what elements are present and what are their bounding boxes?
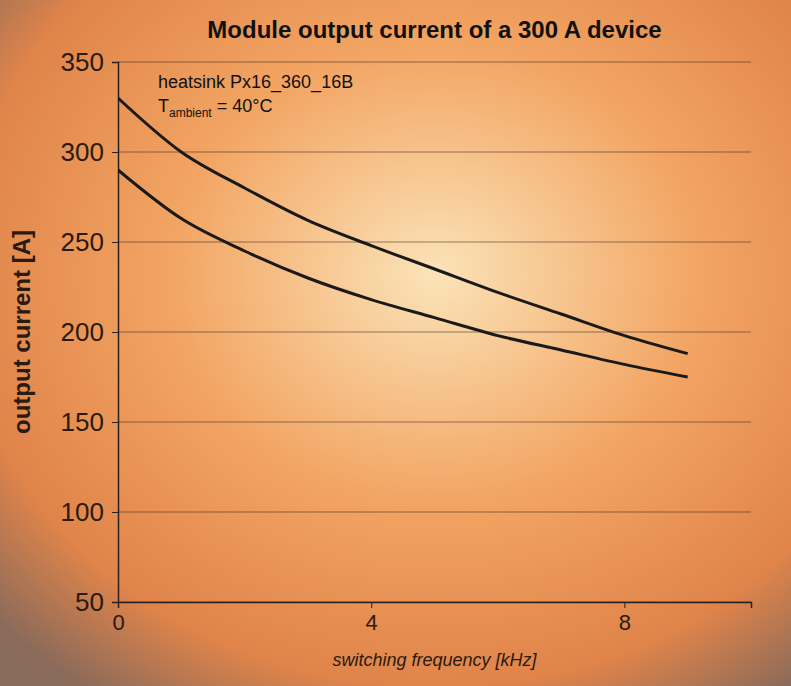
annotation-part: = 40°C <box>212 96 273 116</box>
plot: 50 100 150 200 250 300 350 0 4 8 heatsink Px16_360… <box>61 47 752 635</box>
x-tick-label: 0 <box>112 610 124 635</box>
y-tick: 300 <box>61 137 118 167</box>
y-tick-mark <box>112 332 118 333</box>
annotation-part: T <box>158 96 169 116</box>
x-tick-mark <box>118 602 119 608</box>
y-tick-mark <box>112 62 118 63</box>
y-tick-label: 50 <box>75 587 104 617</box>
x-axis-line <box>119 603 752 609</box>
y-tick-label: 300 <box>61 137 104 167</box>
grid-line <box>118 512 751 513</box>
x-tick: 8 <box>619 602 631 635</box>
y-axis-line <box>112 63 119 603</box>
chart: 50 100 150 200 250 300 350 0 4 8 heatsink Px16_360… <box>0 0 791 686</box>
annotation-subscript: ambient <box>169 106 212 120</box>
series-line <box>118 98 688 354</box>
x-tick: 0 <box>112 602 124 635</box>
grid-line <box>118 152 751 153</box>
y-tick-mark <box>112 602 118 603</box>
annotation: heatsink Px16_360_16B <box>158 72 353 93</box>
y-tick-label: 100 <box>61 497 104 527</box>
y-tick: 350 <box>61 47 118 77</box>
x-tick: 4 <box>366 602 378 635</box>
x-tick-mark <box>371 602 372 608</box>
y-tick-label: 250 <box>61 227 104 257</box>
y-tick: 250 <box>61 227 118 257</box>
y-axis-title: output current [A] <box>8 230 35 434</box>
x-tick-label: 4 <box>366 610 378 635</box>
y-tick-mark <box>112 512 118 513</box>
y-tick: 200 <box>61 317 118 347</box>
title: Module output current of a 300 A device <box>207 16 661 43</box>
x-tick-mark <box>624 602 625 608</box>
x-tick-label: 8 <box>619 610 631 635</box>
grid-line <box>118 332 751 333</box>
annotation: Tambient = 40°C <box>158 96 272 120</box>
grid-line <box>118 242 751 243</box>
y-tick: 100 <box>61 497 118 527</box>
x-axis: 0 4 8 <box>112 602 751 635</box>
y-tick-mark <box>112 242 118 243</box>
series-line <box>118 170 688 377</box>
grid-line <box>118 62 751 63</box>
y-axis: 50 100 150 200 250 300 350 <box>61 47 119 617</box>
y-tick-mark <box>112 152 118 153</box>
y-tick-label: 150 <box>61 407 104 437</box>
grid-line <box>118 422 751 423</box>
background <box>0 0 791 686</box>
y-tick-mark <box>112 422 118 423</box>
y-tick: 150 <box>61 407 118 437</box>
lines <box>118 98 688 377</box>
y-tick-label: 350 <box>61 47 104 77</box>
x-axis-title: switching frequency [kHz] <box>332 650 537 670</box>
y-tick-label: 200 <box>61 317 104 347</box>
